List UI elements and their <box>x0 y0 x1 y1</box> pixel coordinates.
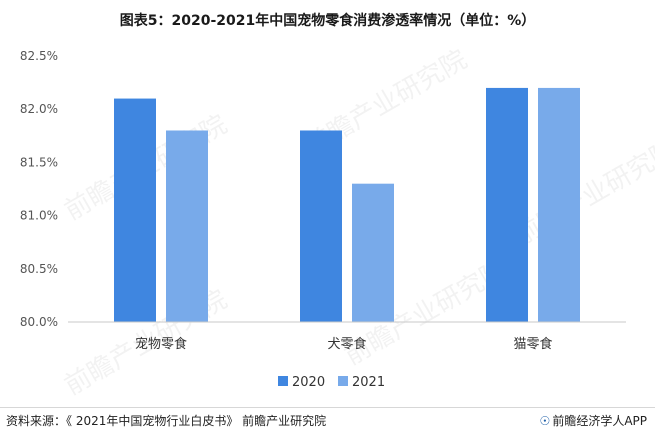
y-tick-label: 82.0% <box>20 102 58 116</box>
legend-label: 2021 <box>352 375 385 390</box>
y-tick-label: 81.5% <box>20 155 58 169</box>
x-tick-label: 宠物零食 <box>135 336 187 352</box>
legend-swatch-2021 <box>338 376 348 386</box>
brand-name: 前瞻经济学人APP <box>552 414 647 428</box>
y-axis: 80.0% 80.5% 81.0% 81.5% 82.0% 82.5% <box>20 49 58 329</box>
y-tick-label: 80.0% <box>20 315 58 329</box>
y-tick-label: 82.5% <box>20 49 58 63</box>
x-axis: 宠物零食 犬零食 猫零食 <box>68 321 626 352</box>
bar-2021 <box>538 87 580 322</box>
bar-2020 <box>486 87 528 322</box>
source-note: 资料来源：《 2021年中国宠物行业白皮书》 前瞻产业研究院 <box>6 414 327 428</box>
x-tick-label: 犬零食 <box>327 336 366 352</box>
chart-title: 图表5：2020-2021年中国宠物零食消费渗透率情况（单位：%） <box>119 13 536 29</box>
legend: 2020 2021 <box>278 375 385 390</box>
legend-label: 2020 <box>292 375 325 390</box>
bar-2020 <box>300 130 342 322</box>
footer-divider <box>0 407 655 408</box>
bar-2021 <box>352 183 394 322</box>
lightbulb-icon: ☉ <box>539 414 551 428</box>
y-tick-label: 81.0% <box>20 209 58 223</box>
watermark-text: 前瞻产业研究院 <box>510 135 655 252</box>
brand: ☉ 前瞻经济学人APP <box>540 412 647 429</box>
bar-2021 <box>166 130 208 322</box>
bars <box>114 87 580 322</box>
y-tick-label: 80.5% <box>20 262 58 276</box>
legend-swatch-2020 <box>278 376 288 386</box>
footer: 资料来源：《 2021年中国宠物行业白皮书》 前瞻产业研究院 ☉ 前瞻经济学人AP… <box>0 412 655 436</box>
x-tick-label: 猫零食 <box>513 336 552 352</box>
bar-2020 <box>114 98 156 322</box>
